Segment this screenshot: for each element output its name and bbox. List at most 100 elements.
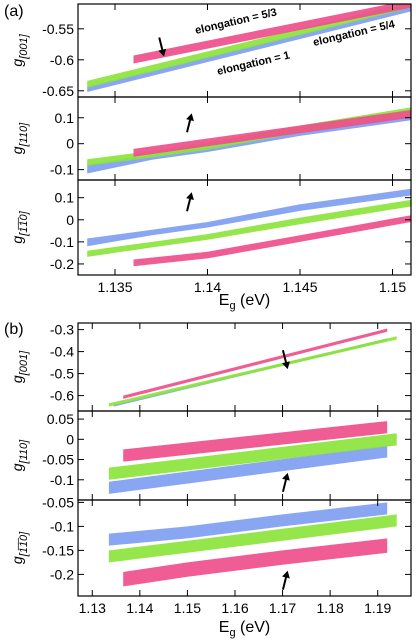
arrow-up-icon <box>281 570 290 590</box>
y-axis-label-sub: [1̅1̅0] <box>18 531 30 557</box>
x-axis-label-main: E <box>219 292 230 309</box>
y-tick-label: -0.2 <box>50 256 74 272</box>
panel-001: -0.6 -0.5 -0.4 -0.3 g[001] <box>9 322 412 412</box>
series-band-elongation-1 <box>108 502 388 546</box>
y-tick-label: -0.5 <box>50 366 74 382</box>
series-group <box>108 421 397 494</box>
y-axis-label: g[1̅1̅0] <box>9 210 30 243</box>
series-band-elongation-1 <box>87 115 411 174</box>
series-band-elongation-5-4 <box>108 433 397 480</box>
y-tick-label: -0.1 <box>50 518 74 534</box>
series-band-elongation-5-4 <box>108 514 397 563</box>
series-band-elongation-5-4 <box>108 336 397 407</box>
y-axis-label-main: g <box>9 556 25 564</box>
x-tick-label: 1.13 <box>79 600 106 616</box>
series-band-elongation-1 <box>87 188 411 247</box>
panel-frame <box>77 499 412 597</box>
y-tick-label: -0.3 <box>50 322 74 338</box>
series-group <box>87 188 411 267</box>
x-axis-label: Eg (eV) <box>219 619 270 639</box>
x-tick-label: 1.15 <box>379 279 406 295</box>
y-tick-label: -0.05 <box>42 494 74 510</box>
series-band-elongation-5-3 <box>123 421 388 462</box>
y-axis-label-main: g <box>9 463 25 471</box>
series-band-elongation-1 <box>108 445 388 494</box>
series-band-elongation-5-3 <box>133 4 411 64</box>
y-axis-label-sub: [001] <box>18 33 30 59</box>
panel-1-1-0: -0.2 -0.15 -0.1 -0.05 1.13 1.14 1.15 1.16 1.17 1.… <box>9 494 412 616</box>
plots: (a)-0.65-0.6-0.55g[001]-0.100.1g[110]-0.… <box>4 3 412 639</box>
arrow-down-icon <box>281 349 290 370</box>
panel-001: -0.65 -0.6 -0.55 g[001] <box>9 3 412 99</box>
series-band-elongation-5-4 <box>87 199 411 257</box>
series-band-elongation-1 <box>87 6 411 92</box>
x-tick-label: 1.17 <box>269 600 296 616</box>
panel-frame <box>77 179 412 276</box>
series-band-elongation-5-4 <box>87 4 411 88</box>
y-axis-label: g[1̅1̅0] <box>9 531 30 564</box>
figure-a: (a)-0.65-0.6-0.55g[001]-0.100.1g[110]-0.… <box>4 3 412 312</box>
y-axis-label: g[001] <box>9 33 30 66</box>
x-tick-label: 1.145 <box>282 279 317 295</box>
x-axis-label-sub: g <box>229 300 235 312</box>
y-axis-label: g[110] <box>9 122 30 154</box>
y-tick-label: -0.6 <box>50 388 74 404</box>
x-axis-label-sub: g <box>229 627 235 639</box>
x-tick-label: 1.19 <box>364 600 391 616</box>
series-group <box>87 107 411 174</box>
y-tick-label: -0.4 <box>50 344 74 360</box>
figure-b: (b)-0.6-0.5-0.4-0.3g[001]-0.1-0.0500.05g… <box>4 321 412 639</box>
y-axis-label: g[110] <box>9 439 30 471</box>
arrow-up-icon <box>281 472 290 493</box>
y-tick-label: -0.1 <box>50 472 74 488</box>
x-tick-label: 1.135 <box>97 279 132 295</box>
y-axis-label-sub: [001] <box>18 350 30 376</box>
y-axis-label-main: g <box>9 146 25 154</box>
x-tick-label: 1.14 <box>194 279 221 295</box>
x-axis-label-main: E <box>219 619 230 636</box>
y-axis-label-main: g <box>9 236 25 244</box>
y-tick-label: -0.65 <box>42 83 74 99</box>
y-tick-label: -0.1 <box>50 234 74 250</box>
y-axis-label-main: g <box>9 59 25 67</box>
x-tick-label: 1.14 <box>126 600 153 616</box>
series-band-elongation-5-3 <box>133 110 411 157</box>
y-tick-label: 0 <box>66 136 74 152</box>
x-tick-label: 1.18 <box>317 600 344 616</box>
x-axis-label-unit: (eV) <box>236 292 271 309</box>
y-tick-label: -0.15 <box>42 542 74 558</box>
y-tick-label: 0.05 <box>47 411 74 427</box>
x-axis-label-unit: (eV) <box>236 619 271 636</box>
y-tick-label: -0.1 <box>50 162 74 178</box>
panel-label: (b) <box>4 321 24 338</box>
arrow-up-icon <box>186 192 194 212</box>
arrow-down-icon <box>158 37 167 57</box>
x-tick-label: 1.16 <box>221 600 248 616</box>
y-axis-label-sub: [110] <box>18 122 30 148</box>
series-group <box>87 4 411 92</box>
y-tick-label: 0 <box>66 431 74 447</box>
series-band-elongation-5-3 <box>133 215 411 267</box>
series-group <box>108 502 397 587</box>
y-tick-label: 0 <box>66 212 74 228</box>
panel-1-1-0: -0.2 -0.1 0 0.1 1.135 1.14 1.145 1.15 g[1̅1̅0] <box>9 179 412 295</box>
series-group <box>108 328 397 407</box>
y-tick-label: -0.2 <box>50 566 74 582</box>
y-tick-label: -0.05 <box>42 452 74 468</box>
panel-110: -0.1 0 0.1 g[110] <box>9 96 412 181</box>
y-tick-label: -0.6 <box>50 52 74 68</box>
x-tick-label: 1.15 <box>174 600 201 616</box>
x-axis-label: Eg (eV) <box>219 292 270 312</box>
y-axis-label-sub: [110] <box>18 439 30 465</box>
series-band-elongation-5-3 <box>123 328 388 399</box>
panel-label: (a) <box>4 3 24 20</box>
y-tick-label: 0.1 <box>55 110 75 126</box>
y-tick-label: -0.55 <box>42 21 74 37</box>
y-axis-label: g[001] <box>9 350 30 383</box>
y-axis-label-sub: [1̅1̅0] <box>18 210 30 236</box>
panel-110: -0.1 -0.05 0 0.05 g[110] <box>9 410 412 501</box>
y-tick-label: 0.1 <box>55 190 75 206</box>
arrow-up-icon <box>186 113 194 133</box>
y-axis-label-main: g <box>9 375 25 383</box>
